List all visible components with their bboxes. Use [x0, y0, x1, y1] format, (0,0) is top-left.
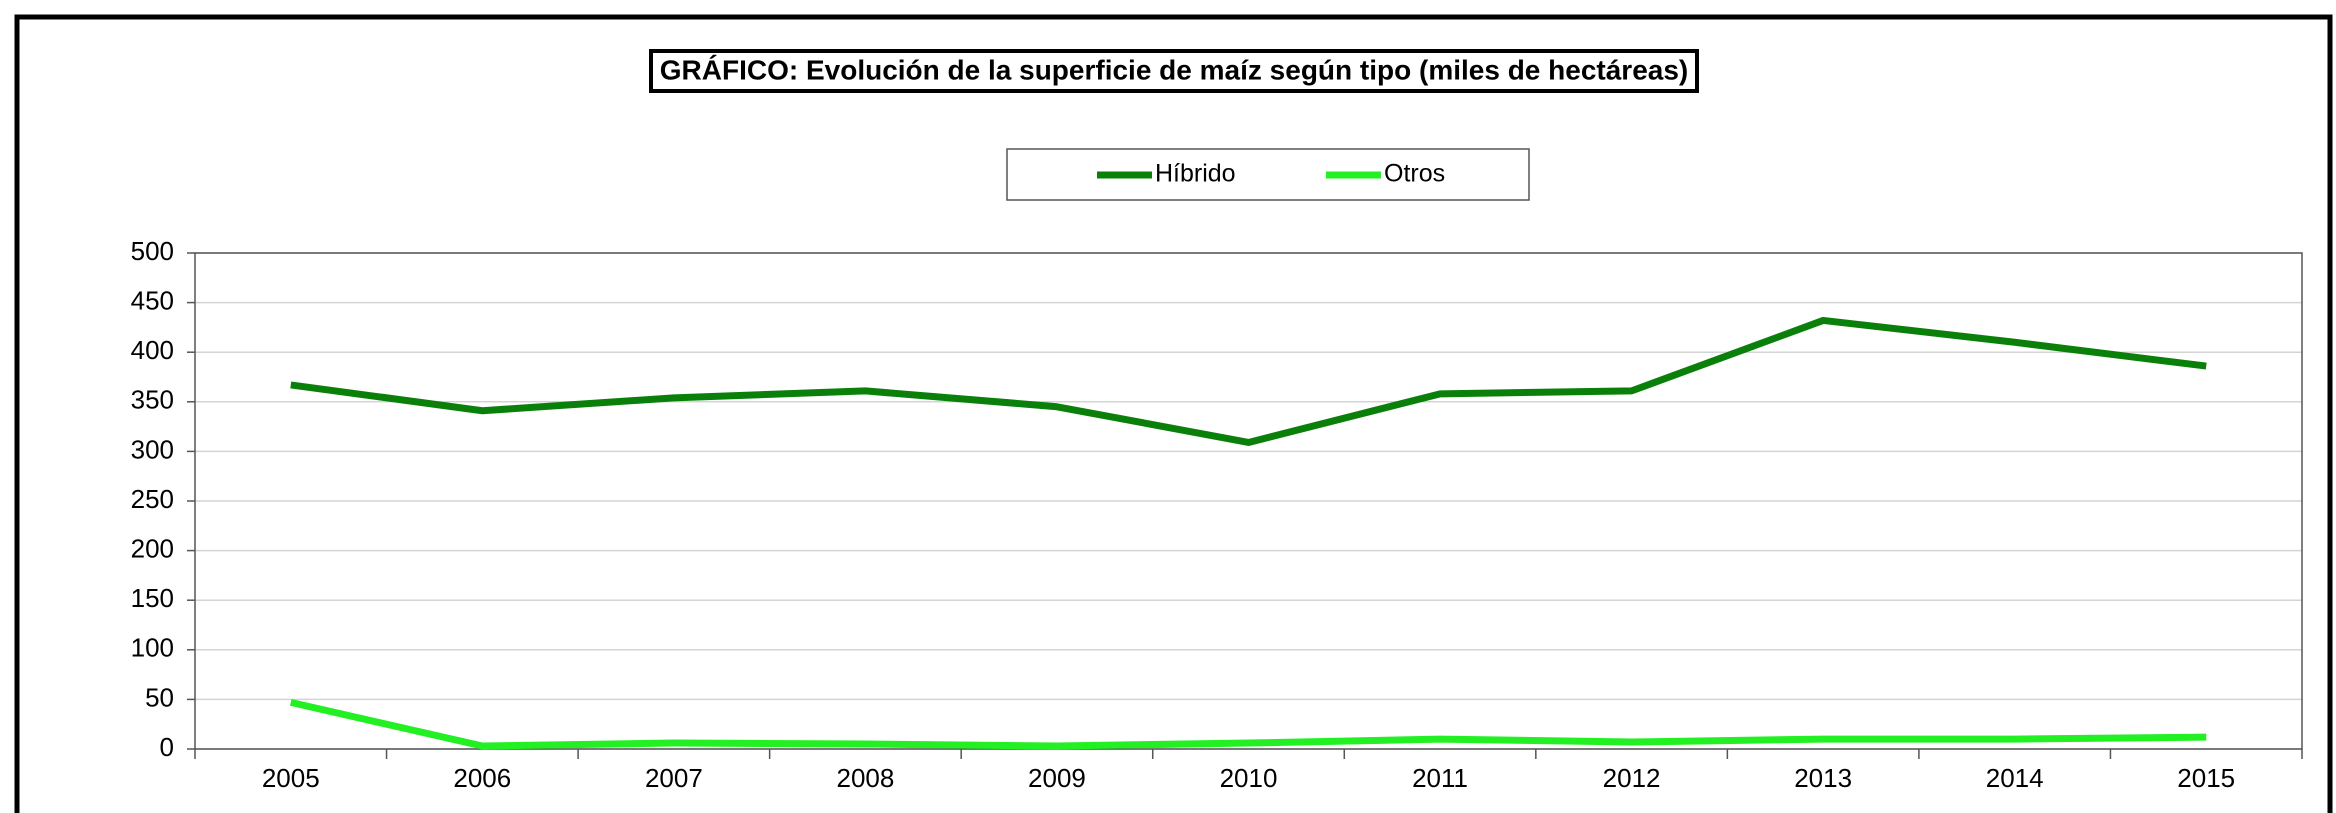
legend-label: Otros [1384, 160, 1445, 188]
x-tick-label: 2008 [836, 763, 894, 793]
x-tick-label: 2011 [1412, 763, 1468, 793]
y-tick-label: 150 [131, 583, 174, 613]
x-tick-label: 2006 [453, 763, 511, 793]
y-tick-label: 500 [131, 236, 174, 266]
x-tick-label: 2010 [1220, 763, 1278, 793]
line-series [289, 698, 2207, 750]
chart-title: GRÁFICO: Evolución de la superficie de m… [660, 54, 1688, 85]
y-tick-label: 300 [131, 434, 174, 464]
y-tick-label: 250 [131, 484, 174, 514]
x-tick-label: 2015 [2177, 763, 2235, 793]
x-tick-label: 2009 [1028, 763, 1086, 793]
x-tick-label: 2013 [1794, 763, 1852, 793]
y-tick-label: 450 [131, 285, 174, 315]
x-tick-label: 2007 [645, 763, 703, 793]
line-series [290, 316, 2207, 446]
x-tick-label: 2005 [262, 763, 320, 793]
y-tick-label: 200 [131, 533, 174, 563]
plot-area [194, 252, 2303, 750]
legend-box [1006, 148, 1530, 201]
x-tick-label: 2014 [1986, 763, 2044, 793]
title-box [649, 49, 1699, 93]
y-tick-label: 0 [160, 732, 174, 762]
frame [14, 14, 2333, 813]
y-tick-label: 50 [145, 682, 174, 712]
x-tick-label: 2012 [1603, 763, 1661, 793]
y-tick-label: 350 [131, 385, 174, 415]
y-tick-label: 100 [131, 633, 174, 663]
legend-label: Híbrido [1155, 160, 1236, 188]
y-tick-label: 400 [131, 335, 174, 365]
